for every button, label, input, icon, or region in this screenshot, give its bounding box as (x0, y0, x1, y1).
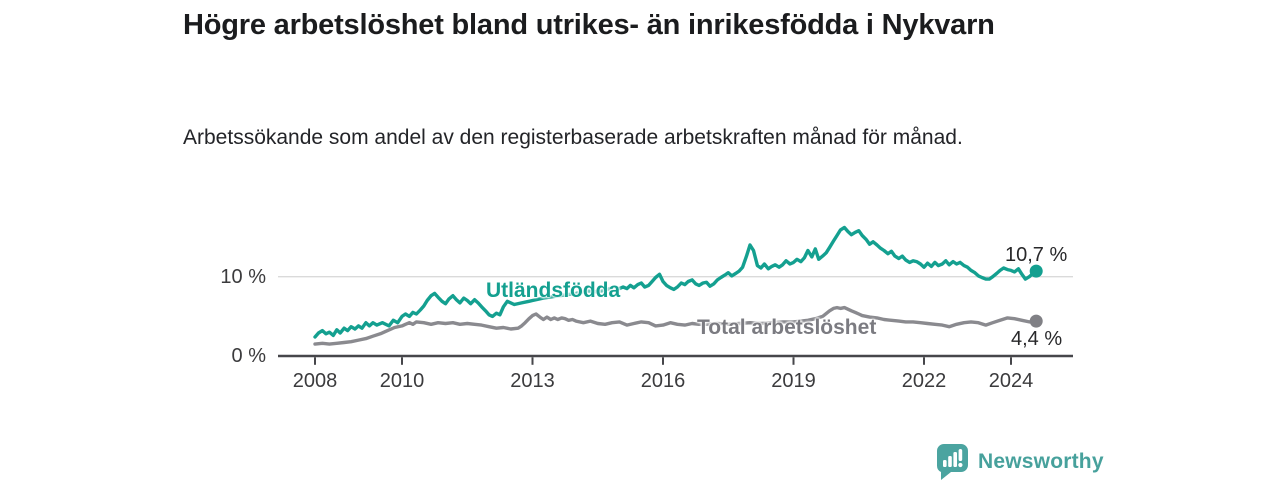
series-line-total (313, 305, 1038, 346)
newsworthy-logo-icon (937, 444, 968, 480)
chart-subtitle: Arbetssökande som andel av den registerb… (183, 126, 963, 149)
y-tick-label: 0 % (231, 345, 266, 367)
x-tick-label: 2022 (901, 370, 947, 392)
value-label-total: 4,4 % (1011, 328, 1063, 350)
value-label-utlandsfodda: 10,7 % (1005, 244, 1068, 266)
series-line-utlandsfodda (313, 225, 1038, 339)
x-tick-label: 2013 (510, 370, 555, 392)
series-end-dot-utlandsfodda (1029, 264, 1043, 278)
x-tick-label: 2016 (640, 370, 686, 392)
series-label-total: Total arbetslöshet (697, 316, 877, 339)
x-tick-label: 2019 (771, 370, 816, 392)
x-tick-label: 2024 (988, 370, 1034, 392)
newsworthy-logo[interactable]: Newsworthy (936, 443, 1104, 480)
x-tick-label: 2010 (379, 370, 425, 392)
x-axis-ticks (314, 357, 1012, 365)
newsworthy-brand-text: Newsworthy (978, 450, 1104, 473)
y-tick-label: 10 % (220, 265, 266, 288)
x-tick-label: 2008 (292, 370, 338, 392)
series-end-dot-total (1029, 314, 1043, 328)
page-title: Högre arbetslöshet bland utrikes- än inr… (183, 9, 995, 41)
series-label-utlandsfodda: Utländsfödda (486, 279, 621, 302)
